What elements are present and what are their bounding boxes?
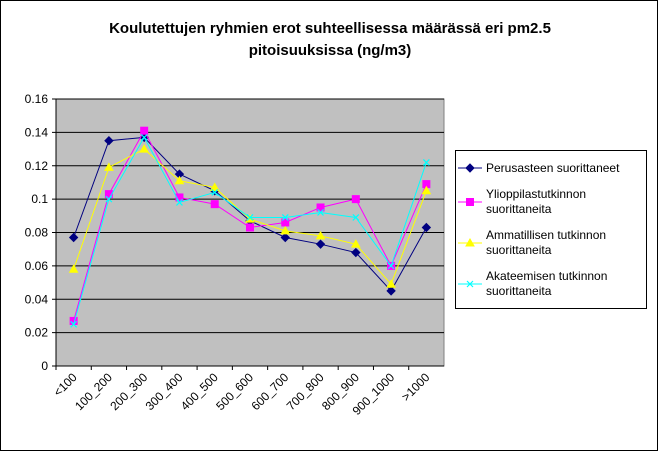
marker: [386, 279, 396, 288]
marker: [139, 144, 150, 153]
legend-swatch: [458, 163, 482, 173]
marker: [315, 230, 326, 240]
legend-label: Ylioppilastutkinnon suorittaneita: [486, 186, 587, 216]
chart-title: Koulutettujen ryhmien erot suhteellisess…: [109, 20, 551, 59]
y-tick-label: 0.04: [25, 292, 49, 306]
legend-entry: Perusasteen suorittaneet: [458, 161, 644, 176]
legend-swatch: [458, 237, 482, 246]
marker: [211, 189, 219, 196]
marker: [316, 203, 325, 212]
marker: [465, 163, 475, 173]
marker: [386, 286, 396, 296]
legend: Perusasteen suorittaneet Ylioppilastutkin…: [455, 150, 647, 309]
marker: [68, 232, 79, 243]
marker: [352, 214, 360, 221]
y-tick-label: 0.14: [25, 125, 49, 139]
marker: [466, 280, 474, 287]
marker: [315, 239, 326, 249]
y-tick-label: 0.1: [31, 192, 48, 206]
marker: [421, 185, 432, 195]
marker: [246, 223, 254, 232]
legend-swatch: [458, 280, 482, 287]
y-tick-label: 0.06: [25, 259, 49, 273]
marker: [351, 247, 361, 258]
marker: [466, 197, 474, 206]
marker: [281, 214, 289, 221]
marker: [105, 195, 113, 203]
legend-label: Akateemisen tutkinnon suorittaneita: [486, 268, 608, 298]
marker: [350, 239, 361, 248]
y-tick-label: 0: [41, 359, 48, 373]
marker: [280, 225, 291, 235]
marker: [68, 264, 79, 273]
y-tick-label: 0.16: [25, 92, 49, 106]
marker: [175, 193, 184, 202]
marker: [210, 200, 219, 209]
marker: [387, 262, 395, 270]
marker: [209, 182, 220, 191]
legend-label: Ammatillisen tutkinnon suorittaneita: [486, 227, 607, 257]
legend-entry: Ammatillisen tutkinnon suorittaneita: [458, 228, 644, 258]
legend-entry: Akateemisen tutkinnon suorittaneita: [458, 269, 644, 299]
marker: [104, 136, 114, 146]
marker: [104, 162, 114, 171]
marker: [422, 158, 430, 166]
marker: [70, 320, 78, 328]
legend-label: Perusasteen suorittaneet: [486, 160, 620, 175]
marker: [104, 190, 113, 199]
legend-entry: Ylioppilastutkinnon suorittaneita: [458, 187, 644, 217]
marker: [465, 237, 475, 246]
marker: [421, 222, 432, 233]
y-tick-label: 0.08: [25, 226, 49, 240]
marker: [174, 175, 185, 185]
marker: [140, 126, 149, 135]
marker: [317, 209, 324, 216]
y-tick-label: 0.12: [25, 159, 49, 173]
marker: [140, 133, 148, 141]
marker: [246, 214, 254, 221]
marker: [176, 199, 183, 206]
marker: [280, 232, 290, 243]
legend-swatch: [458, 197, 482, 206]
marker: [351, 195, 360, 204]
y-tick-label: 0.02: [25, 326, 49, 340]
